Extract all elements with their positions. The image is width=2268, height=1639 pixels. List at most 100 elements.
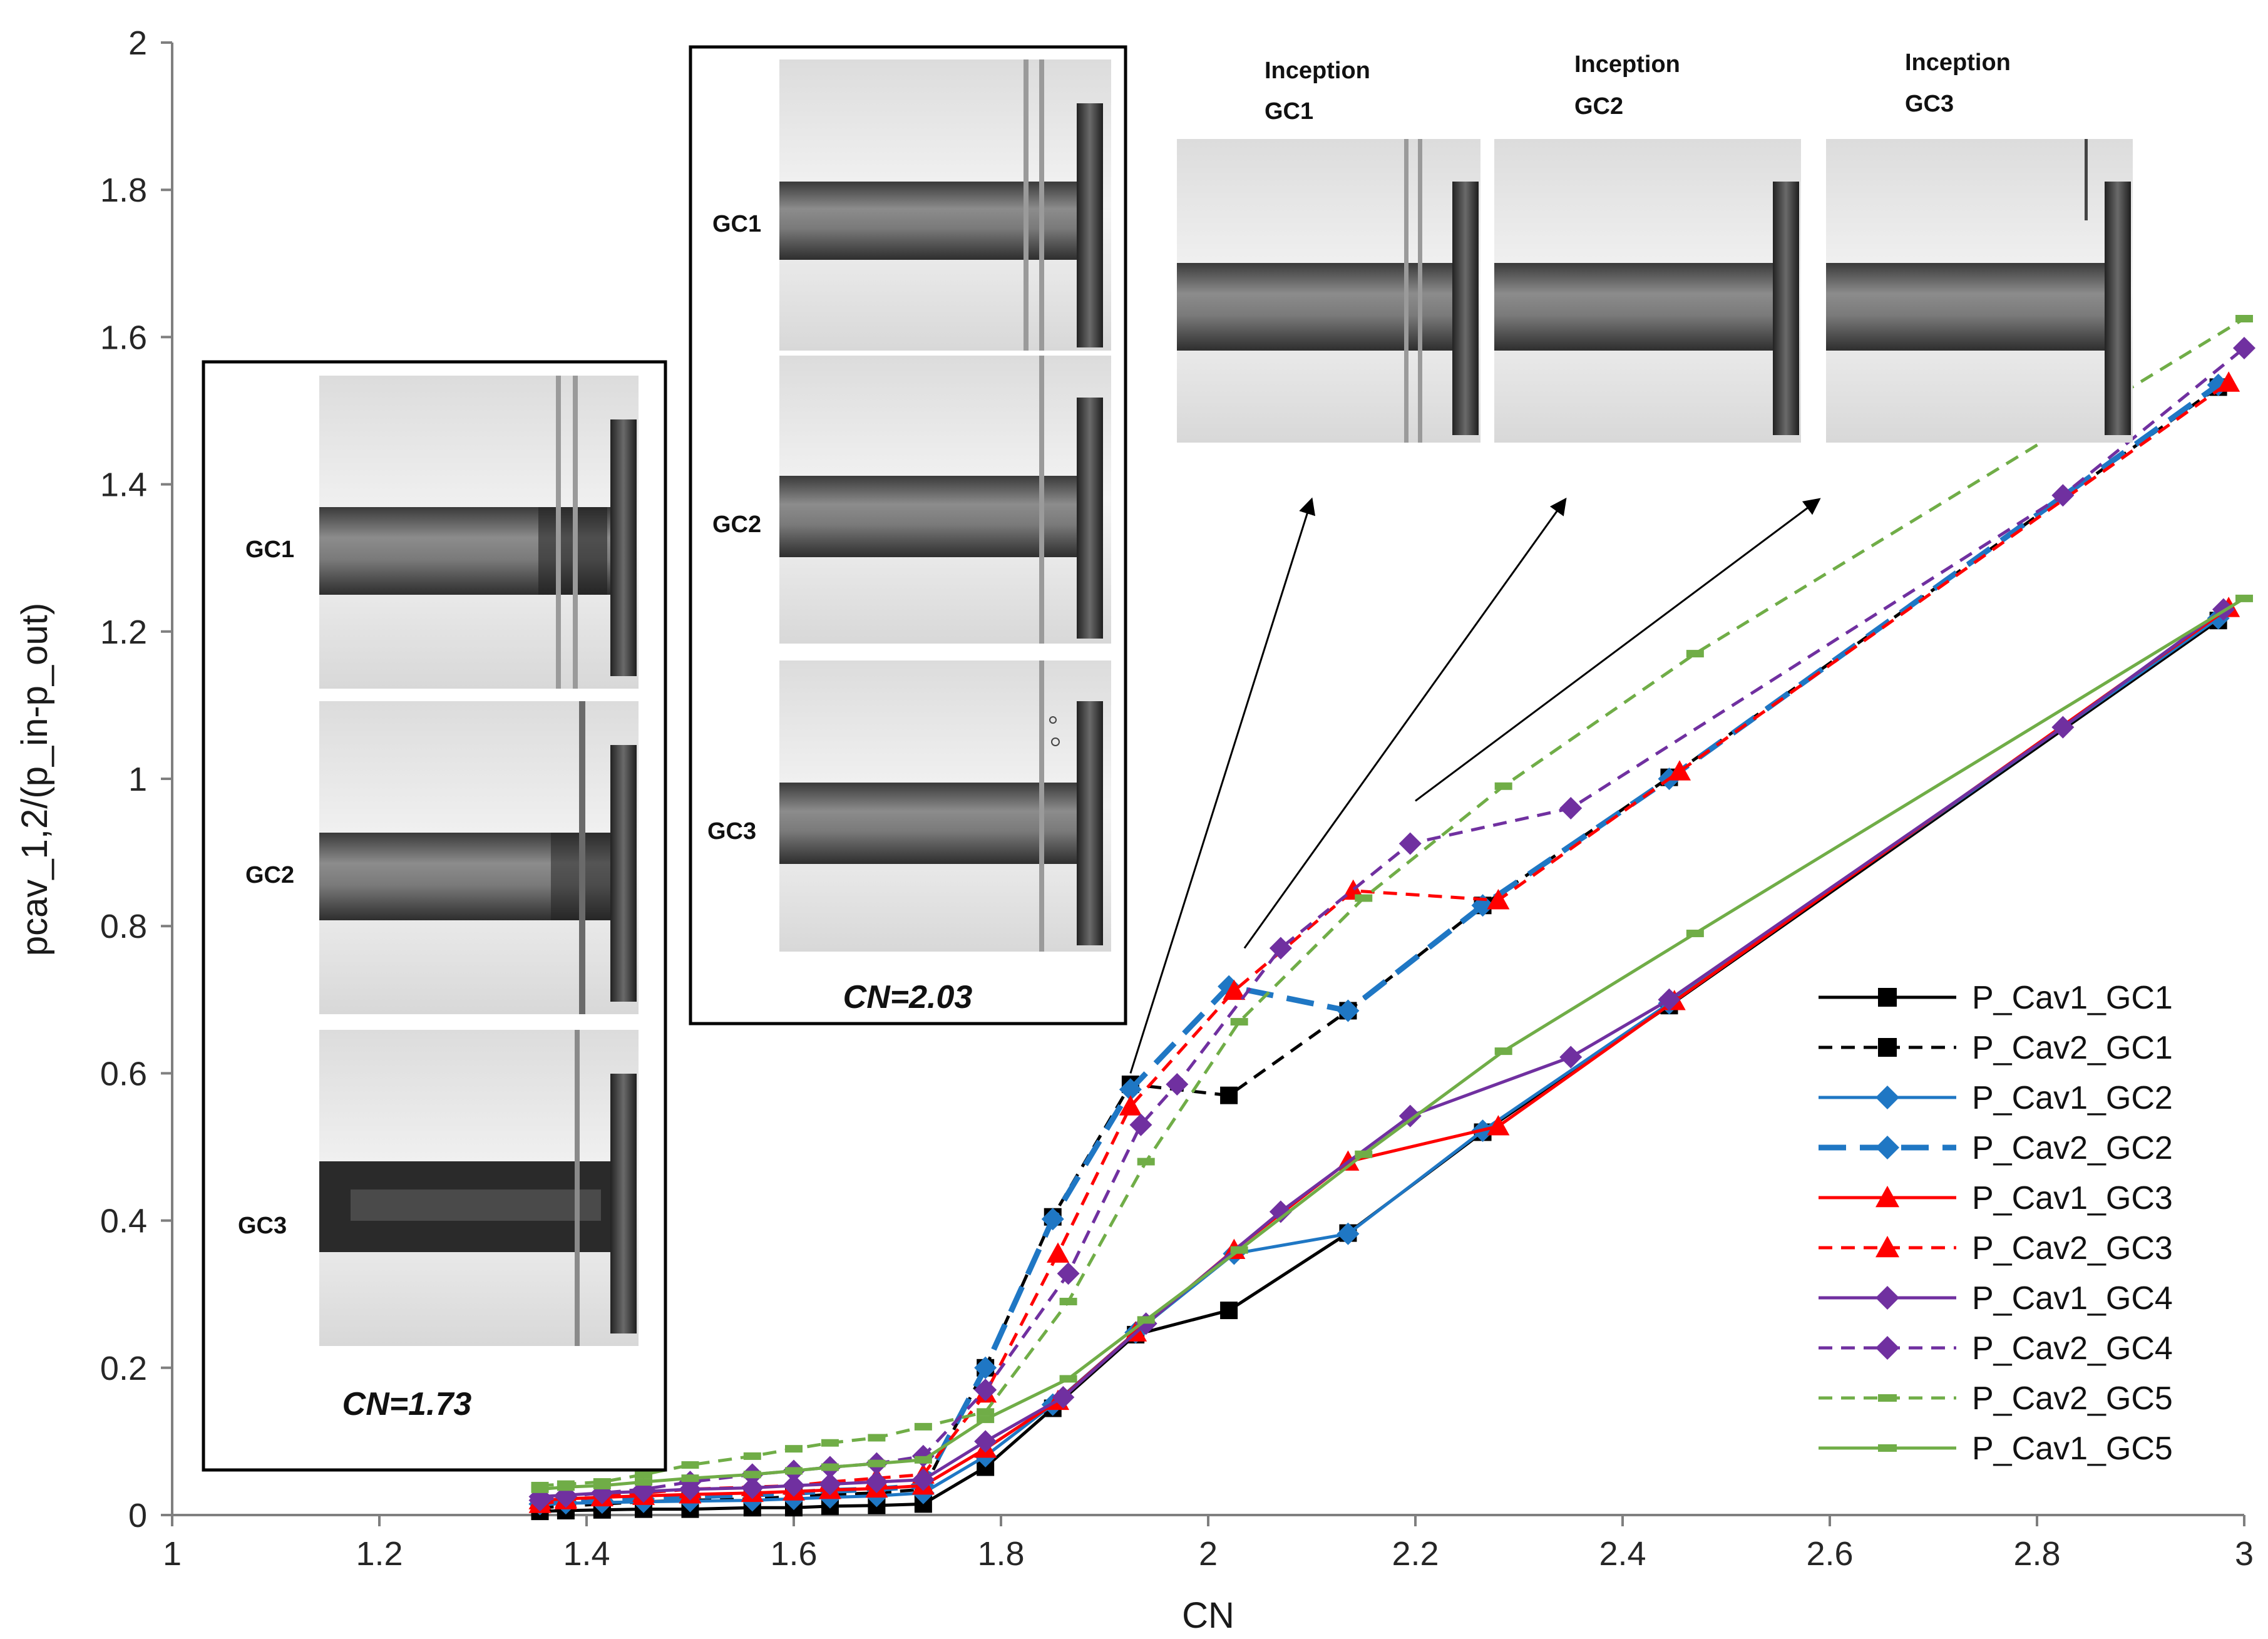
data-point: [977, 1416, 995, 1424]
inset-cn203-photo-gc3: [779, 660, 1111, 952]
legend-label: P_Cav1_GC4: [1972, 1280, 2173, 1317]
x-tick-label: 1: [163, 1535, 182, 1573]
data-point: [1337, 1222, 1360, 1245]
data-point: [1269, 937, 1292, 960]
data-point: [1337, 999, 1360, 1022]
data-point: [681, 1461, 699, 1469]
data-point: [1494, 1047, 1512, 1056]
legend-item: P_Cav1_GC5: [1819, 1431, 2173, 1467]
data-point: [974, 1356, 997, 1379]
data-point: [531, 1485, 549, 1493]
series-layer: [528, 315, 2255, 1521]
legend-label: P_Cav1_GC1: [1972, 980, 2173, 1016]
annotation-arrow: [1129, 497, 1316, 1074]
data-point: [2051, 484, 2075, 507]
data-point: [2235, 594, 2253, 602]
data-point: [1494, 782, 1512, 790]
data-point: [1047, 1242, 1070, 1263]
y-ticks: 0 0.2 0.4 0.6 0.8 1 1.2 1.4 1.6 1.8 2: [100, 24, 172, 1534]
data-point: [2217, 371, 2240, 392]
data-point: [1052, 1385, 1075, 1409]
y-tick-label: 1.6: [100, 319, 147, 356]
legend-item: P_Cav2_GC1: [1819, 1030, 2173, 1066]
x-tick-label: 1.4: [563, 1535, 610, 1573]
data-point: [557, 1483, 575, 1491]
inception-gc3: Inception GC3: [1826, 49, 2133, 443]
data-point: [1878, 1444, 1897, 1452]
data-point: [1137, 1316, 1155, 1324]
legend-item: P_Cav1_GC4: [1819, 1280, 2173, 1317]
data-point: [1878, 988, 1897, 1007]
legend-item: P_Cav2_GC2: [1819, 1130, 2173, 1166]
data-point: [2233, 337, 2255, 360]
data-point: [2051, 716, 2075, 739]
inset-cn203-label-gc2: GC2: [712, 511, 761, 538]
data-point: [1875, 1136, 1899, 1159]
series-P_Cav1_GC5: [531, 594, 2253, 1493]
data-point: [1269, 1200, 1292, 1223]
legend-label: P_Cav1_GC5: [1972, 1431, 2173, 1467]
inset-cn203-cn-label: CN=2.03: [843, 979, 973, 1015]
inset-cn173-photo-gc2: [319, 701, 639, 1014]
data-point: [528, 1489, 552, 1512]
data-point: [914, 1422, 932, 1431]
data-point: [1230, 1018, 1248, 1026]
data-point: [1355, 1150, 1373, 1158]
annotation-arrow: [1243, 497, 1567, 949]
legend-label: P_Cav1_GC3: [1972, 1180, 2173, 1216]
inset-cn173-label-gc1: GC1: [245, 537, 294, 563]
data-point: [1875, 1286, 1899, 1310]
data-point: [785, 1467, 803, 1475]
data-point: [1129, 1113, 1152, 1136]
x-tick-label: 3: [2235, 1535, 2254, 1573]
inception-gc1-title-2: GC1: [1265, 98, 1313, 125]
y-tick-label: 0.6: [100, 1055, 147, 1092]
data-point: [974, 1430, 997, 1453]
data-point: [785, 1445, 803, 1453]
inset-cn173-cn-label: CN=1.73: [342, 1386, 472, 1422]
data-point: [1875, 1336, 1899, 1360]
data-point: [1355, 894, 1373, 902]
data-point: [783, 1474, 805, 1497]
inset-cn173-label-gc3: GC3: [238, 1213, 287, 1239]
inception-gc1-title-1: Inception: [1265, 58, 1370, 84]
legend-label: P_Cav1_GC2: [1972, 1080, 2173, 1116]
legend-label: P_Cav2_GC5: [1972, 1380, 2173, 1417]
data-point: [1059, 1297, 1077, 1305]
inception-gc3-title-2: GC3: [1905, 91, 1954, 117]
data-point: [1875, 1236, 1899, 1258]
x-tick-label: 1.2: [356, 1535, 403, 1573]
data-point: [1059, 1375, 1077, 1383]
y-tick-label: 1: [128, 761, 147, 798]
axes: 1 1.2 1.4 1.6 1.8 2 2.2 2.4 2.6 2.8 3 0 0.2 0.4 0.6 0.…: [100, 24, 2254, 1573]
inset-cn203-label-gc3: GC3: [707, 818, 756, 845]
data-point: [818, 1472, 841, 1496]
legend-item: P_Cav1_GC3: [1819, 1180, 2173, 1216]
data-point: [1559, 797, 1583, 820]
data-point: [743, 1471, 761, 1479]
series-P_Cav2_GC5: [531, 315, 2253, 1489]
inception-gc3-title-1: Inception: [1905, 49, 2011, 76]
x-tick-label: 1.8: [977, 1535, 1024, 1573]
data-point: [1119, 1095, 1142, 1116]
data-point: [1686, 650, 1704, 658]
legend-item: P_Cav2_GC3: [1819, 1230, 2173, 1266]
data-point: [865, 1471, 888, 1494]
y-tick-label: 0.4: [100, 1203, 147, 1240]
inset-cn203-label-gc1: GC1: [712, 211, 761, 237]
legend: P_Cav1_GC1 P_Cav2_GC1 P_Cav1_GC2 P_Cav2_GC2…: [1819, 980, 2173, 1467]
data-point: [635, 1478, 653, 1486]
data-point: [1686, 929, 1704, 937]
annotation-arrow: [1415, 498, 1821, 802]
inception-gc2-title-1: Inception: [1574, 51, 1680, 78]
arrow-layer: [1129, 497, 1821, 1074]
y-tick-label: 0.8: [100, 908, 147, 945]
inset-cn203: GC1 GC2 GC3 CN=2.03: [689, 45, 1127, 1025]
inset-cn173-photo-gc3: [319, 1030, 639, 1346]
data-point: [635, 1471, 653, 1479]
data-point: [911, 1468, 935, 1491]
data-point: [1166, 1073, 1189, 1096]
data-point: [1487, 889, 1510, 910]
y-axis-title: pcav_1,2/(p_in-p_out): [14, 603, 55, 956]
data-point: [1137, 1158, 1155, 1166]
